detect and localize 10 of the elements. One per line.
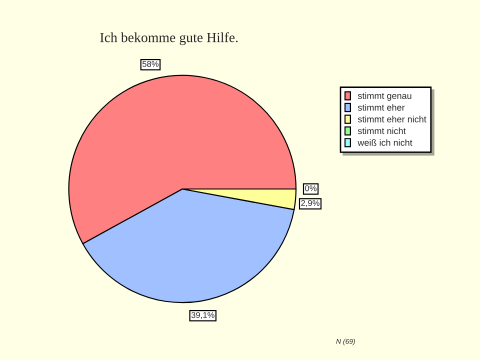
legend-label: stimmt genau: [358, 92, 412, 101]
legend-label: stimmt eher nicht: [358, 116, 426, 122]
data-label: 58%: [142, 60, 159, 67]
legend-label: stimmt nicht: [358, 128, 406, 134]
legend-label: weiß ich nicht: [358, 139, 412, 146]
data-label: 2,9%: [301, 200, 320, 207]
chart-title: Ich bekomme gute Hilfe.: [100, 32, 238, 46]
text: 0%: [305, 185, 316, 192]
legend-label: stimmt eher: [358, 104, 405, 111]
data-label: 39,1%: [191, 312, 214, 319]
